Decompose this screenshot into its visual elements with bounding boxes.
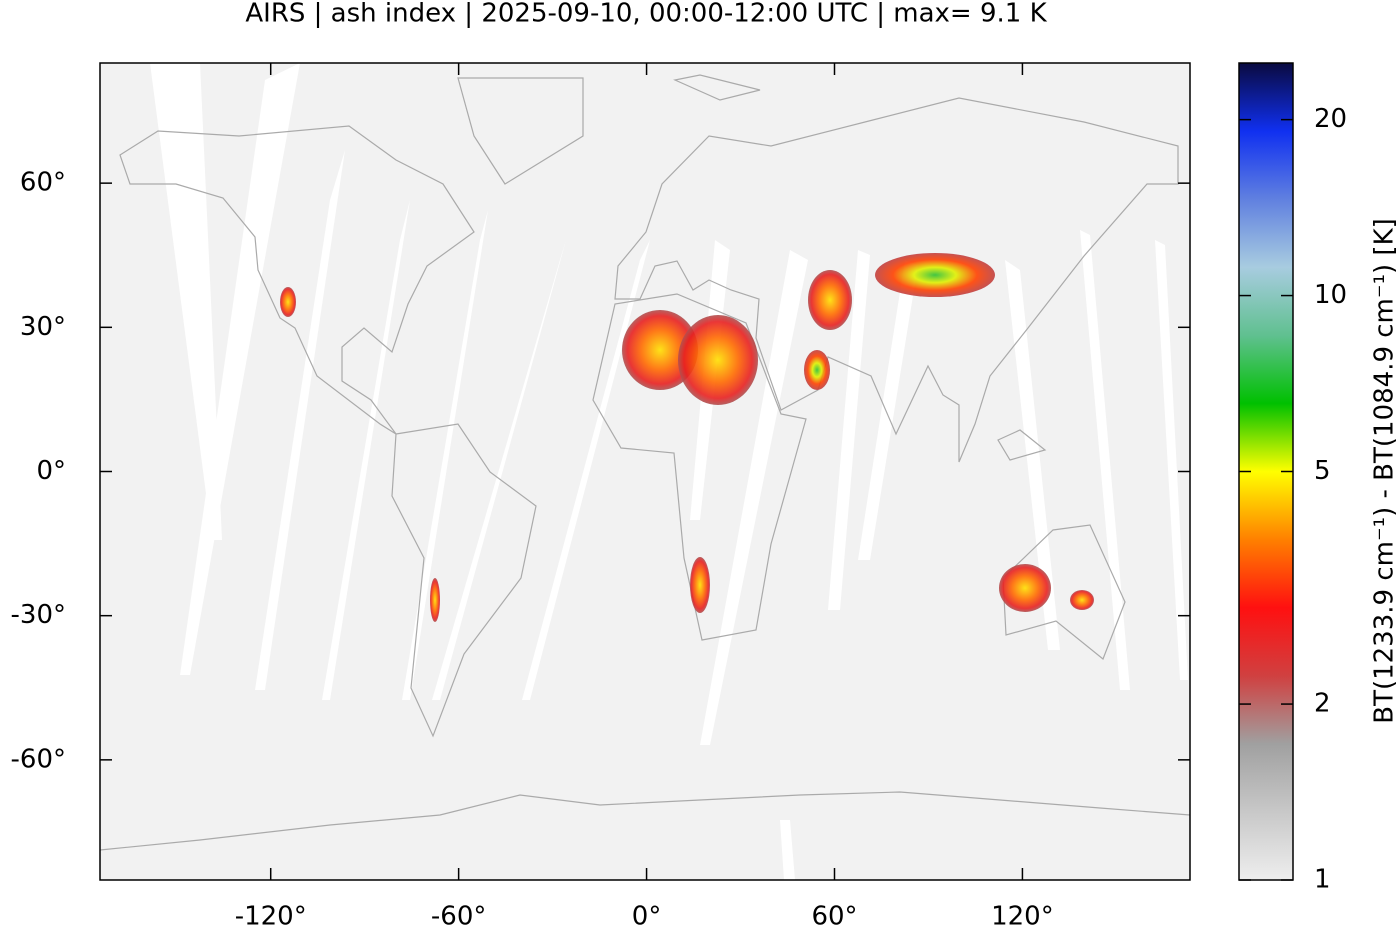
x-tick-label: -60° <box>431 902 486 931</box>
colorbar-tick-label: 1 <box>1314 865 1331 895</box>
ash-signal <box>280 253 1094 622</box>
colorbar-label: BT(1233.9 cm⁻¹) - BT(1084.9 cm⁻¹) [K] <box>1370 218 1400 724</box>
x-tick-label: 0° <box>632 902 662 931</box>
coastlines <box>100 74 1190 851</box>
colorbar-tick-label: 5 <box>1314 456 1331 486</box>
x-tick-label: 120° <box>991 902 1054 931</box>
y-tick-label: 30° <box>20 312 66 342</box>
y-tick-label: 60° <box>20 168 66 198</box>
colorbar-tick-label: 20 <box>1314 104 1347 134</box>
x-tick-label: -120° <box>235 902 307 931</box>
colorbar-tick-label: 10 <box>1314 280 1347 310</box>
map-content <box>100 63 1190 880</box>
swath-gaps <box>150 63 1188 880</box>
y-tick-label: -60° <box>11 744 66 774</box>
x-tick-label: 60° <box>811 902 857 931</box>
map-background <box>100 63 1190 880</box>
y-tick-label: -30° <box>11 600 66 630</box>
colorbar-tick-label: 2 <box>1314 689 1331 719</box>
y-tick-label: 0° <box>36 456 66 486</box>
chart-title: AIRS | ash index | 2025-09-10, 00:00-12:… <box>245 0 1047 29</box>
